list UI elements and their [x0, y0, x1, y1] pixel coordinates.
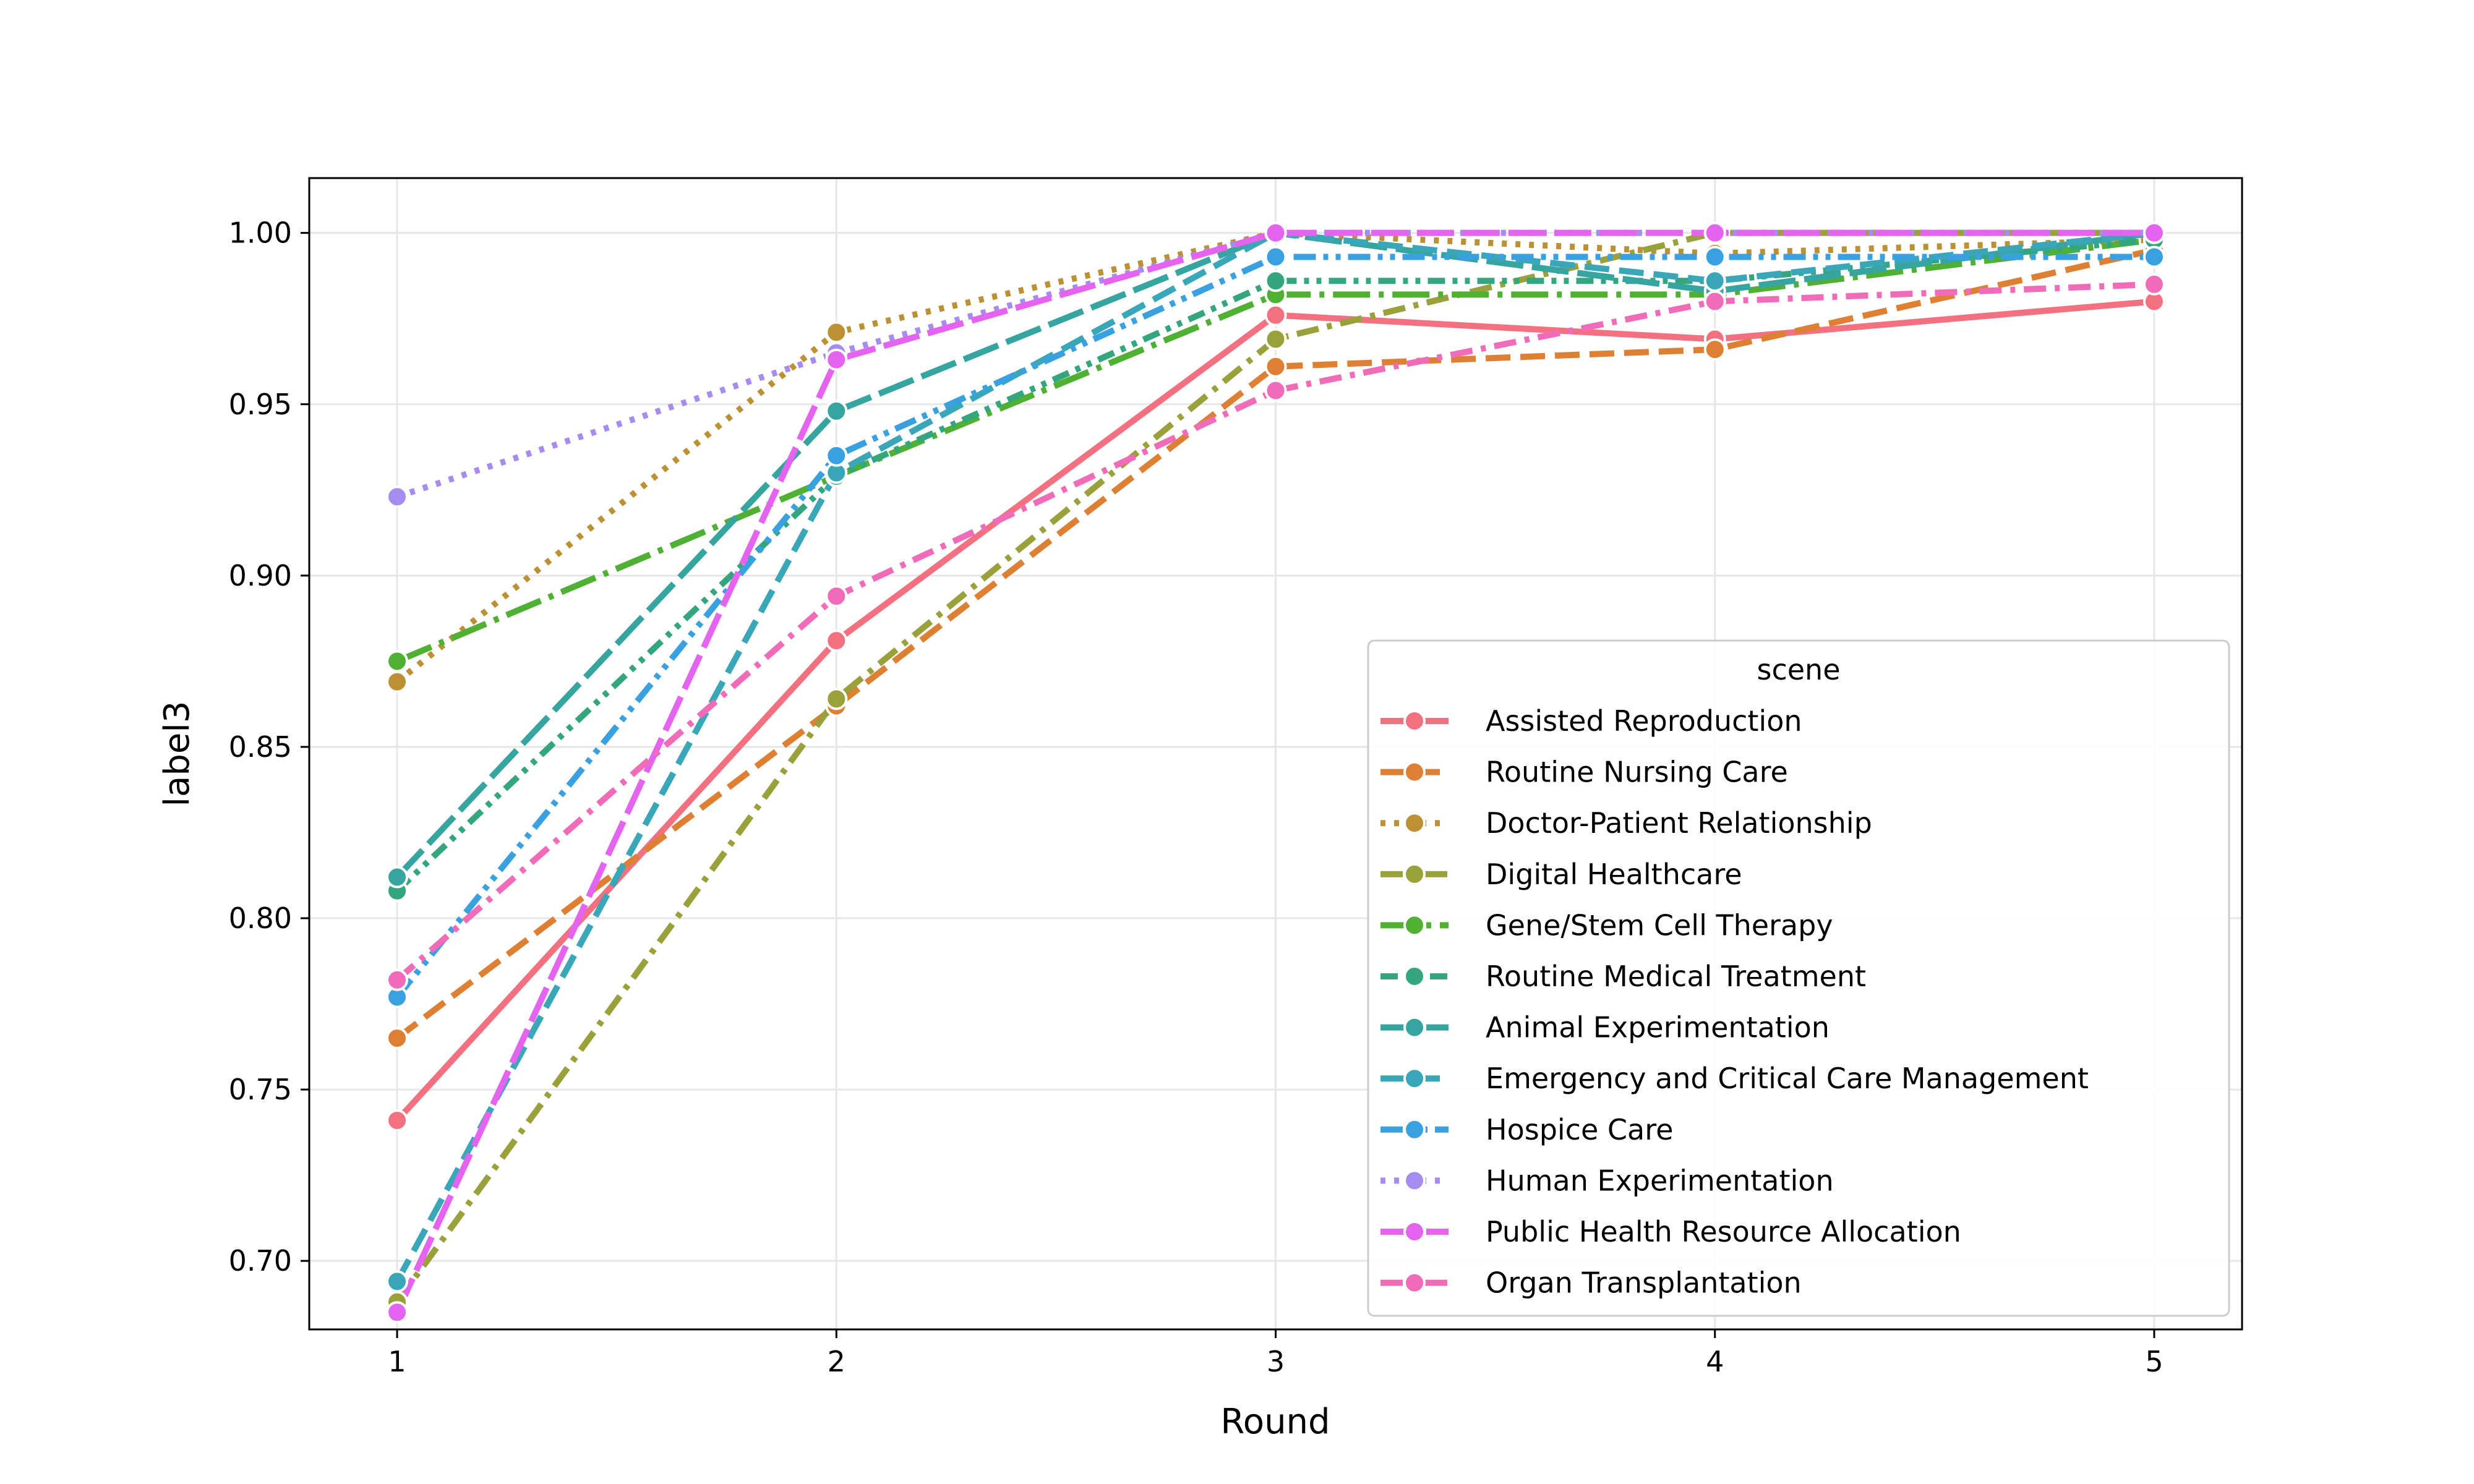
legend-entry: Routine Nursing Care — [1380, 756, 1788, 789]
legend-label: Routine Medical Treatment — [1486, 960, 1866, 993]
data-point — [1264, 328, 1287, 351]
legend-box — [1367, 639, 2230, 1317]
x-tick-label: 4 — [1706, 1345, 1724, 1378]
legend-label: Public Health Resource Allocation — [1486, 1215, 1961, 1248]
data-point — [825, 688, 848, 710]
legend-label: Hospice Care — [1486, 1113, 1673, 1146]
legend-entry: Gene/Stem Cell Therapy — [1380, 908, 1833, 942]
data-point — [386, 1270, 409, 1293]
legend-entries: Assisted Reproduction Routine Nursing Car… — [1380, 704, 2089, 1300]
legend-label: Human Experimentation — [1486, 1164, 1834, 1197]
data-point — [386, 1026, 409, 1049]
x-tick-label: 5 — [2145, 1345, 2163, 1378]
legend-entry: Public Health Resource Allocation — [1380, 1215, 1961, 1248]
legend-marker — [1403, 1271, 1426, 1294]
legend-label: Animal Experimentation — [1486, 1011, 1830, 1044]
y-tick-label: 1.00 — [229, 216, 292, 250]
legend-entry: Organ Transplantation — [1380, 1266, 1802, 1300]
data-point — [1264, 270, 1287, 292]
y-axis-label: label3 — [157, 701, 197, 806]
legend-entry: Human Experimentation — [1380, 1164, 1834, 1197]
legend-marker — [1403, 1016, 1426, 1039]
data-point — [1264, 379, 1287, 402]
data-point — [2142, 273, 2165, 296]
legend-label: Routine Nursing Care — [1486, 756, 1788, 789]
legend-label: Organ Transplantation — [1486, 1266, 1802, 1300]
legend-entry: Animal Experimentation — [1380, 1011, 1830, 1044]
data-point — [1264, 221, 1287, 244]
x-axis-label: Round — [1220, 1402, 1330, 1442]
legend-entry: Emergency and Critical Care Management — [1380, 1062, 2089, 1095]
y-tick-label: 0.70 — [229, 1244, 292, 1277]
data-point — [825, 585, 848, 608]
data-point — [825, 399, 848, 422]
legend-entry: Doctor-Patient Relationship — [1380, 806, 1872, 840]
legend-marker — [1403, 812, 1426, 835]
legend-label: Assisted Reproduction — [1486, 704, 1802, 738]
data-point — [386, 866, 409, 889]
data-point — [1703, 221, 1726, 244]
data-point — [386, 670, 409, 693]
legend-label: Gene/Stem Cell Therapy — [1486, 908, 1833, 942]
legend-marker — [1403, 710, 1426, 732]
data-point — [2142, 221, 2165, 244]
series-line-3 — [395, 229, 2154, 1304]
data-point — [386, 650, 409, 673]
data-point — [1703, 245, 1726, 268]
legend-entry: Digital Healthcare — [1380, 858, 1742, 891]
legend-marker — [1403, 1169, 1426, 1192]
data-point — [1703, 270, 1726, 292]
y-tick-label: 0.95 — [229, 388, 292, 421]
legend-entry: Assisted Reproduction — [1380, 704, 1802, 738]
data-point — [386, 485, 409, 508]
legend-marker — [1403, 965, 1426, 987]
x-tick-label: 3 — [1267, 1345, 1285, 1378]
data-point — [1703, 338, 1726, 361]
legend-label: Digital Healthcare — [1486, 858, 1742, 891]
data-point — [825, 444, 848, 467]
data-point — [825, 348, 848, 371]
data-point — [386, 1301, 409, 1324]
x-tick-label: 2 — [828, 1345, 845, 1378]
legend-title: scene — [1757, 653, 1840, 686]
legend-entry: Routine Medical Treatment — [1380, 960, 1866, 993]
data-point — [1264, 304, 1287, 326]
legend-marker — [1403, 761, 1426, 783]
data-point — [386, 1109, 409, 1132]
data-point — [386, 968, 409, 991]
data-point — [1264, 245, 1287, 268]
data-point — [825, 321, 848, 344]
y-tick-label: 0.85 — [229, 730, 292, 764]
y-tick-label: 0.75 — [229, 1073, 292, 1106]
data-point — [825, 629, 848, 652]
legend-entry: Hospice Care — [1380, 1113, 1673, 1146]
legend: scene Assisted Reproduction Routine Nursi… — [1367, 639, 2230, 1317]
y-tick-label: 0.80 — [229, 902, 292, 935]
series-line-1 — [395, 247, 2155, 1041]
legend-marker — [1403, 863, 1426, 885]
legend-label: Emergency and Critical Care Management — [1486, 1062, 2089, 1095]
x-axis-ticks: 1 2 3 4 5 — [388, 1329, 2164, 1378]
legend-marker — [1403, 1221, 1426, 1243]
x-tick-label: 1 — [388, 1345, 406, 1378]
legend-marker — [1403, 1067, 1426, 1090]
data-point — [1703, 290, 1726, 313]
data-point — [1264, 355, 1287, 378]
y-tick-label: 0.90 — [229, 559, 292, 592]
legend-label: Doctor-Patient Relationship — [1486, 806, 1872, 840]
y-axis-ticks: 0.70 0.75 0.80 0.85 0.90 0.95 1.00 — [229, 216, 309, 1277]
series-markers — [386, 221, 2165, 1324]
series-line-11 — [395, 281, 2155, 983]
data-point — [2142, 245, 2165, 268]
series-line-10 — [394, 229, 2154, 1314]
legend-marker — [1403, 1118, 1426, 1141]
legend-marker — [1403, 914, 1426, 937]
